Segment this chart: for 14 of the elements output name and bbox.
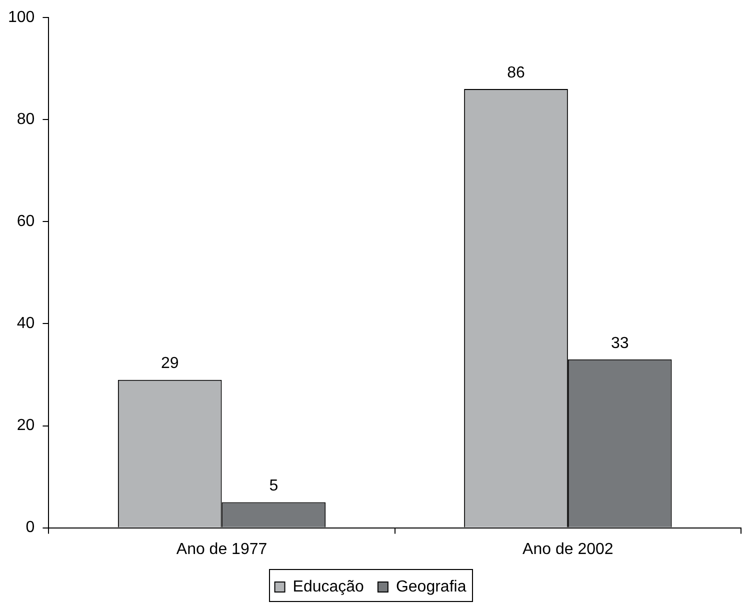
x-tick-label: Ano de 1977: [176, 540, 268, 558]
data-label: 86: [507, 64, 525, 82]
legend-label: Geografia: [396, 578, 466, 596]
y-tick-label: 60: [16, 213, 35, 230]
legend-label: Educação: [292, 578, 364, 596]
y-tick-label: 40: [16, 315, 35, 332]
data-label: 29: [160, 355, 179, 372]
x-tick-label: Ano de 2002: [522, 540, 614, 558]
y-tick-label: 100: [8, 9, 35, 26]
data-label: 33: [610, 334, 629, 352]
data-label: 5: [269, 478, 278, 495]
y-tick-label: 20: [16, 417, 35, 434]
y-tick-label: 0: [26, 519, 35, 536]
y-tick-label: 80: [16, 111, 35, 128]
